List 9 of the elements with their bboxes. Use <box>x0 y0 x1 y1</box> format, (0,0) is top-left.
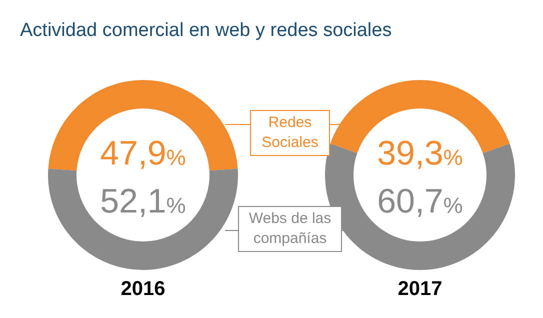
slice-label: Webs de las compañías <box>238 206 342 252</box>
data-label: 39,3% <box>377 134 463 172</box>
text: 2017 <box>396 278 444 301</box>
data-label: 60,7% <box>377 182 463 220</box>
slice-label: Redes Sociales <box>250 110 330 156</box>
chart-title: Actividad comercial en web y redes sociales <box>20 20 393 42</box>
data-label: 52,1% <box>100 182 186 220</box>
data-label: 47,9% <box>100 134 186 172</box>
text: 2016 <box>120 278 166 301</box>
